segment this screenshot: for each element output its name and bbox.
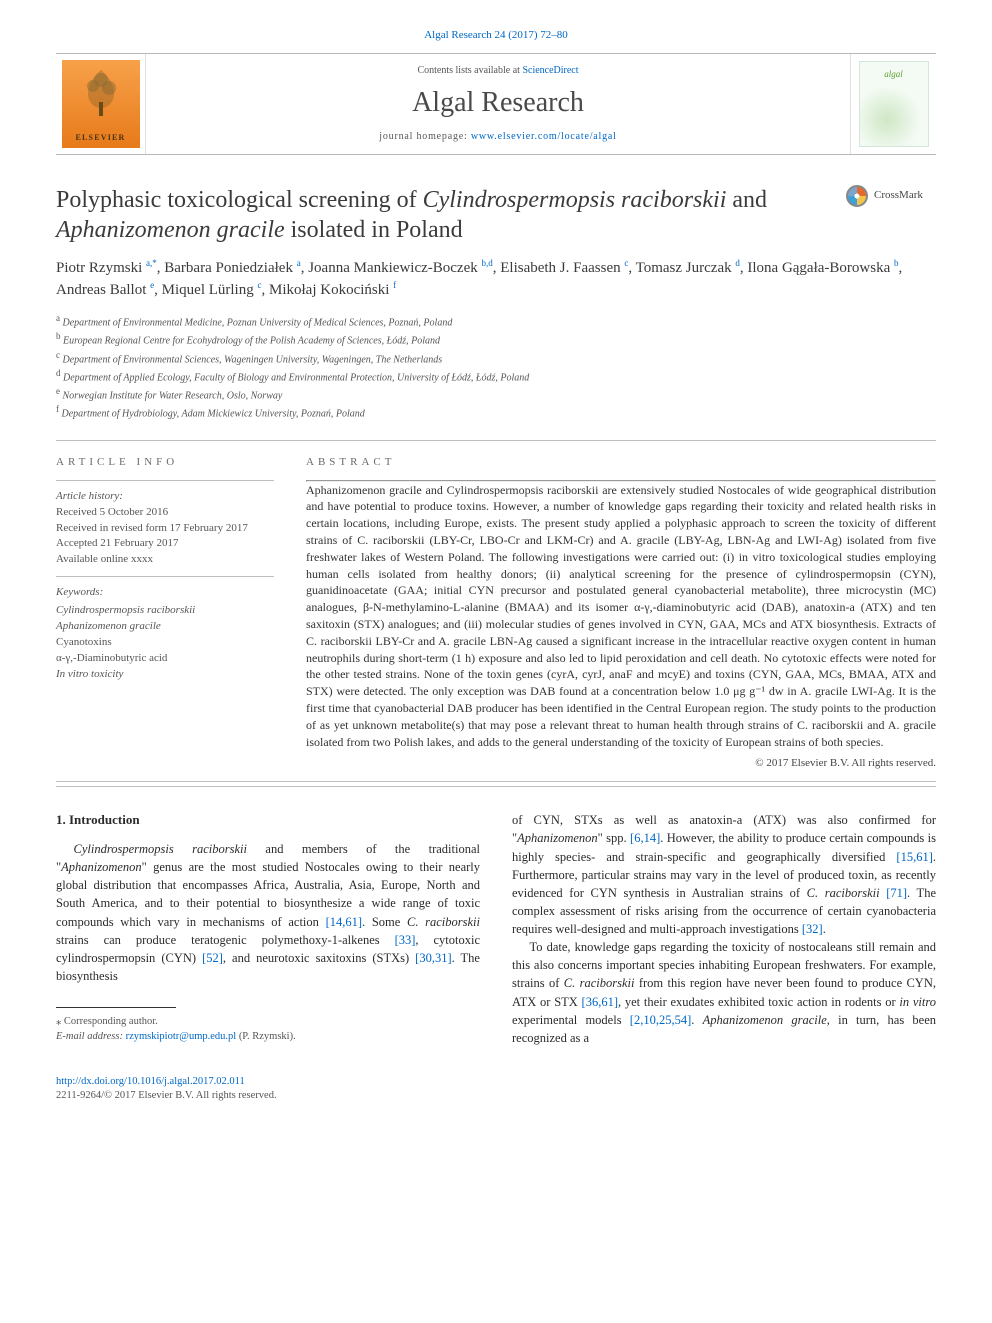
text: . Some <box>362 915 407 929</box>
journal-header: ELSEVIER Contents lists available at Sci… <box>56 53 936 155</box>
citation-link[interactable]: [52] <box>202 951 223 965</box>
history-item: Received in revised form 17 February 201… <box>56 522 248 534</box>
text: C. raciborskii <box>564 976 635 990</box>
author-email-link[interactable]: rzymskipiotr@ump.edu.pl <box>126 1031 237 1042</box>
crossmark-widget[interactable]: CrossMark <box>846 185 936 207</box>
keyword-item: Cylindrospermopsis raciborskii <box>56 603 274 619</box>
journal-homepage-line: journal homepage: www.elsevier.com/locat… <box>379 130 616 144</box>
author-list: Piotr Rzymski a,*, Barbara Poniedziałek … <box>56 257 936 302</box>
citation-link[interactable]: [36,61] <box>582 995 618 1009</box>
abstract-heading: ABSTRACT <box>306 455 936 470</box>
article-info-column: ARTICLE INFO Article history: Received 5… <box>56 455 274 771</box>
title-pre: Polyphasic toxicological screening of <box>56 187 423 213</box>
keywords-label: Keywords: <box>56 585 274 601</box>
intro-heading: 1. Introduction <box>56 811 480 830</box>
citation-link[interactable]: [33] <box>395 933 416 947</box>
text: experimental models <box>512 1013 630 1027</box>
elsevier-logo[interactable]: ELSEVIER <box>62 60 140 148</box>
issn-line: 2211-9264/© 2017 Elsevier B.V. All right… <box>56 1090 277 1101</box>
text: . <box>823 922 826 936</box>
title-mid: and <box>726 187 767 213</box>
article-history: Article history: Received 5 October 2016… <box>56 489 274 569</box>
contents-line: Contents lists available at ScienceDirec… <box>417 64 578 78</box>
keyword-item: Cyanotoxins <box>56 635 274 651</box>
page-footer: http://dx.doi.org/10.1016/j.algal.2017.0… <box>56 1075 936 1103</box>
abstract-column: ABSTRACT Aphanizomenon gracile and Cylin… <box>306 455 936 771</box>
title-species-2: Aphanizomenon gracile <box>56 217 285 243</box>
homepage-prefix: journal homepage: <box>379 131 471 142</box>
journal-cover-thumb[interactable]: algal <box>859 61 929 147</box>
keyword-item: α-γ,-Diaminobutyric acid <box>56 651 274 667</box>
elsevier-tree-icon <box>76 66 126 120</box>
sciencedirect-link[interactable]: ScienceDirect <box>522 65 578 76</box>
citation-link[interactable]: [14,61] <box>326 915 362 929</box>
history-item: Received 5 October 2016 <box>56 506 168 518</box>
text: in vitro <box>899 995 936 1009</box>
footnotes: ⁎ Corresponding author. E-mail address: … <box>56 1014 480 1044</box>
intro-p1: Cylindrospermopsis raciborskii and membe… <box>56 840 480 985</box>
citation-link[interactable]: [6,14] <box>630 831 660 845</box>
history-item: Accepted 21 February 2017 <box>56 537 179 549</box>
text: C. raciborskii <box>807 886 880 900</box>
body-col-left: 1. Introduction Cylindrospermopsis racib… <box>56 811 480 1047</box>
divider <box>56 440 936 441</box>
text: Aphanizomenon <box>61 860 142 874</box>
affiliations: a Department of Environmental Medicine, … <box>56 312 936 422</box>
text: , and neurotoxic saxitoxins (STXs) <box>223 951 415 965</box>
title-post: isolated in Poland <box>285 217 463 243</box>
corresponding-author: ⁎ Corresponding author. <box>56 1014 480 1029</box>
divider <box>56 781 936 782</box>
citation-link[interactable]: [32] <box>802 922 823 936</box>
article-title: Polyphasic toxicological screening of Cy… <box>56 185 830 245</box>
abstract-text: Aphanizomenon gracile and Cylindrospermo… <box>306 482 936 751</box>
header-center: Contents lists available at ScienceDirec… <box>146 54 850 154</box>
body-col-right: of CYN, STXs as well as anatoxin-a (ATX)… <box>512 811 936 1047</box>
cover-box: algal <box>850 54 936 154</box>
intro-p3: To date, knowledge gaps regarding the to… <box>512 938 936 1047</box>
citation-link[interactable]: [2,10,25,54] <box>630 1013 691 1027</box>
crossmark-icon <box>846 185 868 207</box>
intro-p2: of CYN, STXs as well as anatoxin-a (ATX)… <box>512 811 936 938</box>
doi-link[interactable]: http://dx.doi.org/10.1016/j.algal.2017.0… <box>56 1076 245 1087</box>
elsevier-wordmark: ELSEVIER <box>75 133 125 144</box>
journal-name: Algal Research <box>412 84 584 122</box>
text: Aphanizomenon <box>517 831 598 845</box>
article-info-heading: ARTICLE INFO <box>56 455 274 470</box>
citation-link[interactable]: [15,61] <box>896 850 932 864</box>
email-suffix: (P. Rzymski). <box>236 1031 296 1042</box>
body-columns: 1. Introduction Cylindrospermopsis racib… <box>56 811 936 1047</box>
journal-ref-link[interactable]: Algal Research 24 (2017) 72–80 <box>424 29 568 41</box>
abstract-copyright: © 2017 Elsevier B.V. All rights reserved… <box>306 756 936 771</box>
history-item: Available online xxxx <box>56 553 153 565</box>
history-label: Article history: <box>56 490 123 502</box>
text: . <box>691 1013 702 1027</box>
keyword-item: Aphanizomenon gracile <box>56 619 274 635</box>
crossmark-label: CrossMark <box>874 188 923 203</box>
text: C. raciborskii <box>407 915 480 929</box>
citation-link[interactable]: [71] <box>886 886 907 900</box>
publisher-logo-box: ELSEVIER <box>56 54 146 154</box>
text: , yet their exudates exhibited toxic act… <box>618 995 899 1009</box>
keyword-item: In vitro toxicity <box>56 667 274 683</box>
text: " spp. <box>598 831 630 845</box>
email-label: E-mail address: <box>56 1031 126 1042</box>
citation-link[interactable]: [30,31] <box>415 951 451 965</box>
journal-reference: Algal Research 24 (2017) 72–80 <box>56 28 936 43</box>
title-species-1: Cylindrospermopsis raciborskii <box>423 187 727 213</box>
text: Cylindrospermopsis raciborskii <box>74 842 248 856</box>
journal-homepage-link[interactable]: www.elsevier.com/locate/algal <box>471 131 617 142</box>
divider <box>56 786 936 787</box>
cover-art <box>860 80 928 146</box>
text: strains can produce teratogenic polymeth… <box>56 933 395 947</box>
contents-prefix: Contents lists available at <box>417 65 522 76</box>
keywords-block: Keywords: Cylindrospermopsis raciborskii… <box>56 585 274 683</box>
cover-title: algal <box>884 68 903 80</box>
footnote-rule <box>56 1007 176 1008</box>
text: Aphanizomenon gracile <box>703 1013 827 1027</box>
